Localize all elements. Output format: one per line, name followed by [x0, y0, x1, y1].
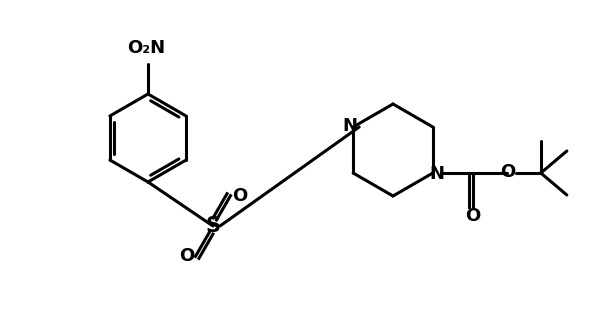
Text: N: N	[430, 165, 445, 183]
Text: O: O	[465, 207, 481, 225]
Text: O₂N: O₂N	[127, 39, 165, 57]
Text: O: O	[500, 163, 515, 181]
Text: N: N	[343, 117, 358, 135]
Text: O: O	[179, 247, 194, 265]
Text: S: S	[205, 216, 221, 236]
Text: O: O	[232, 187, 247, 205]
